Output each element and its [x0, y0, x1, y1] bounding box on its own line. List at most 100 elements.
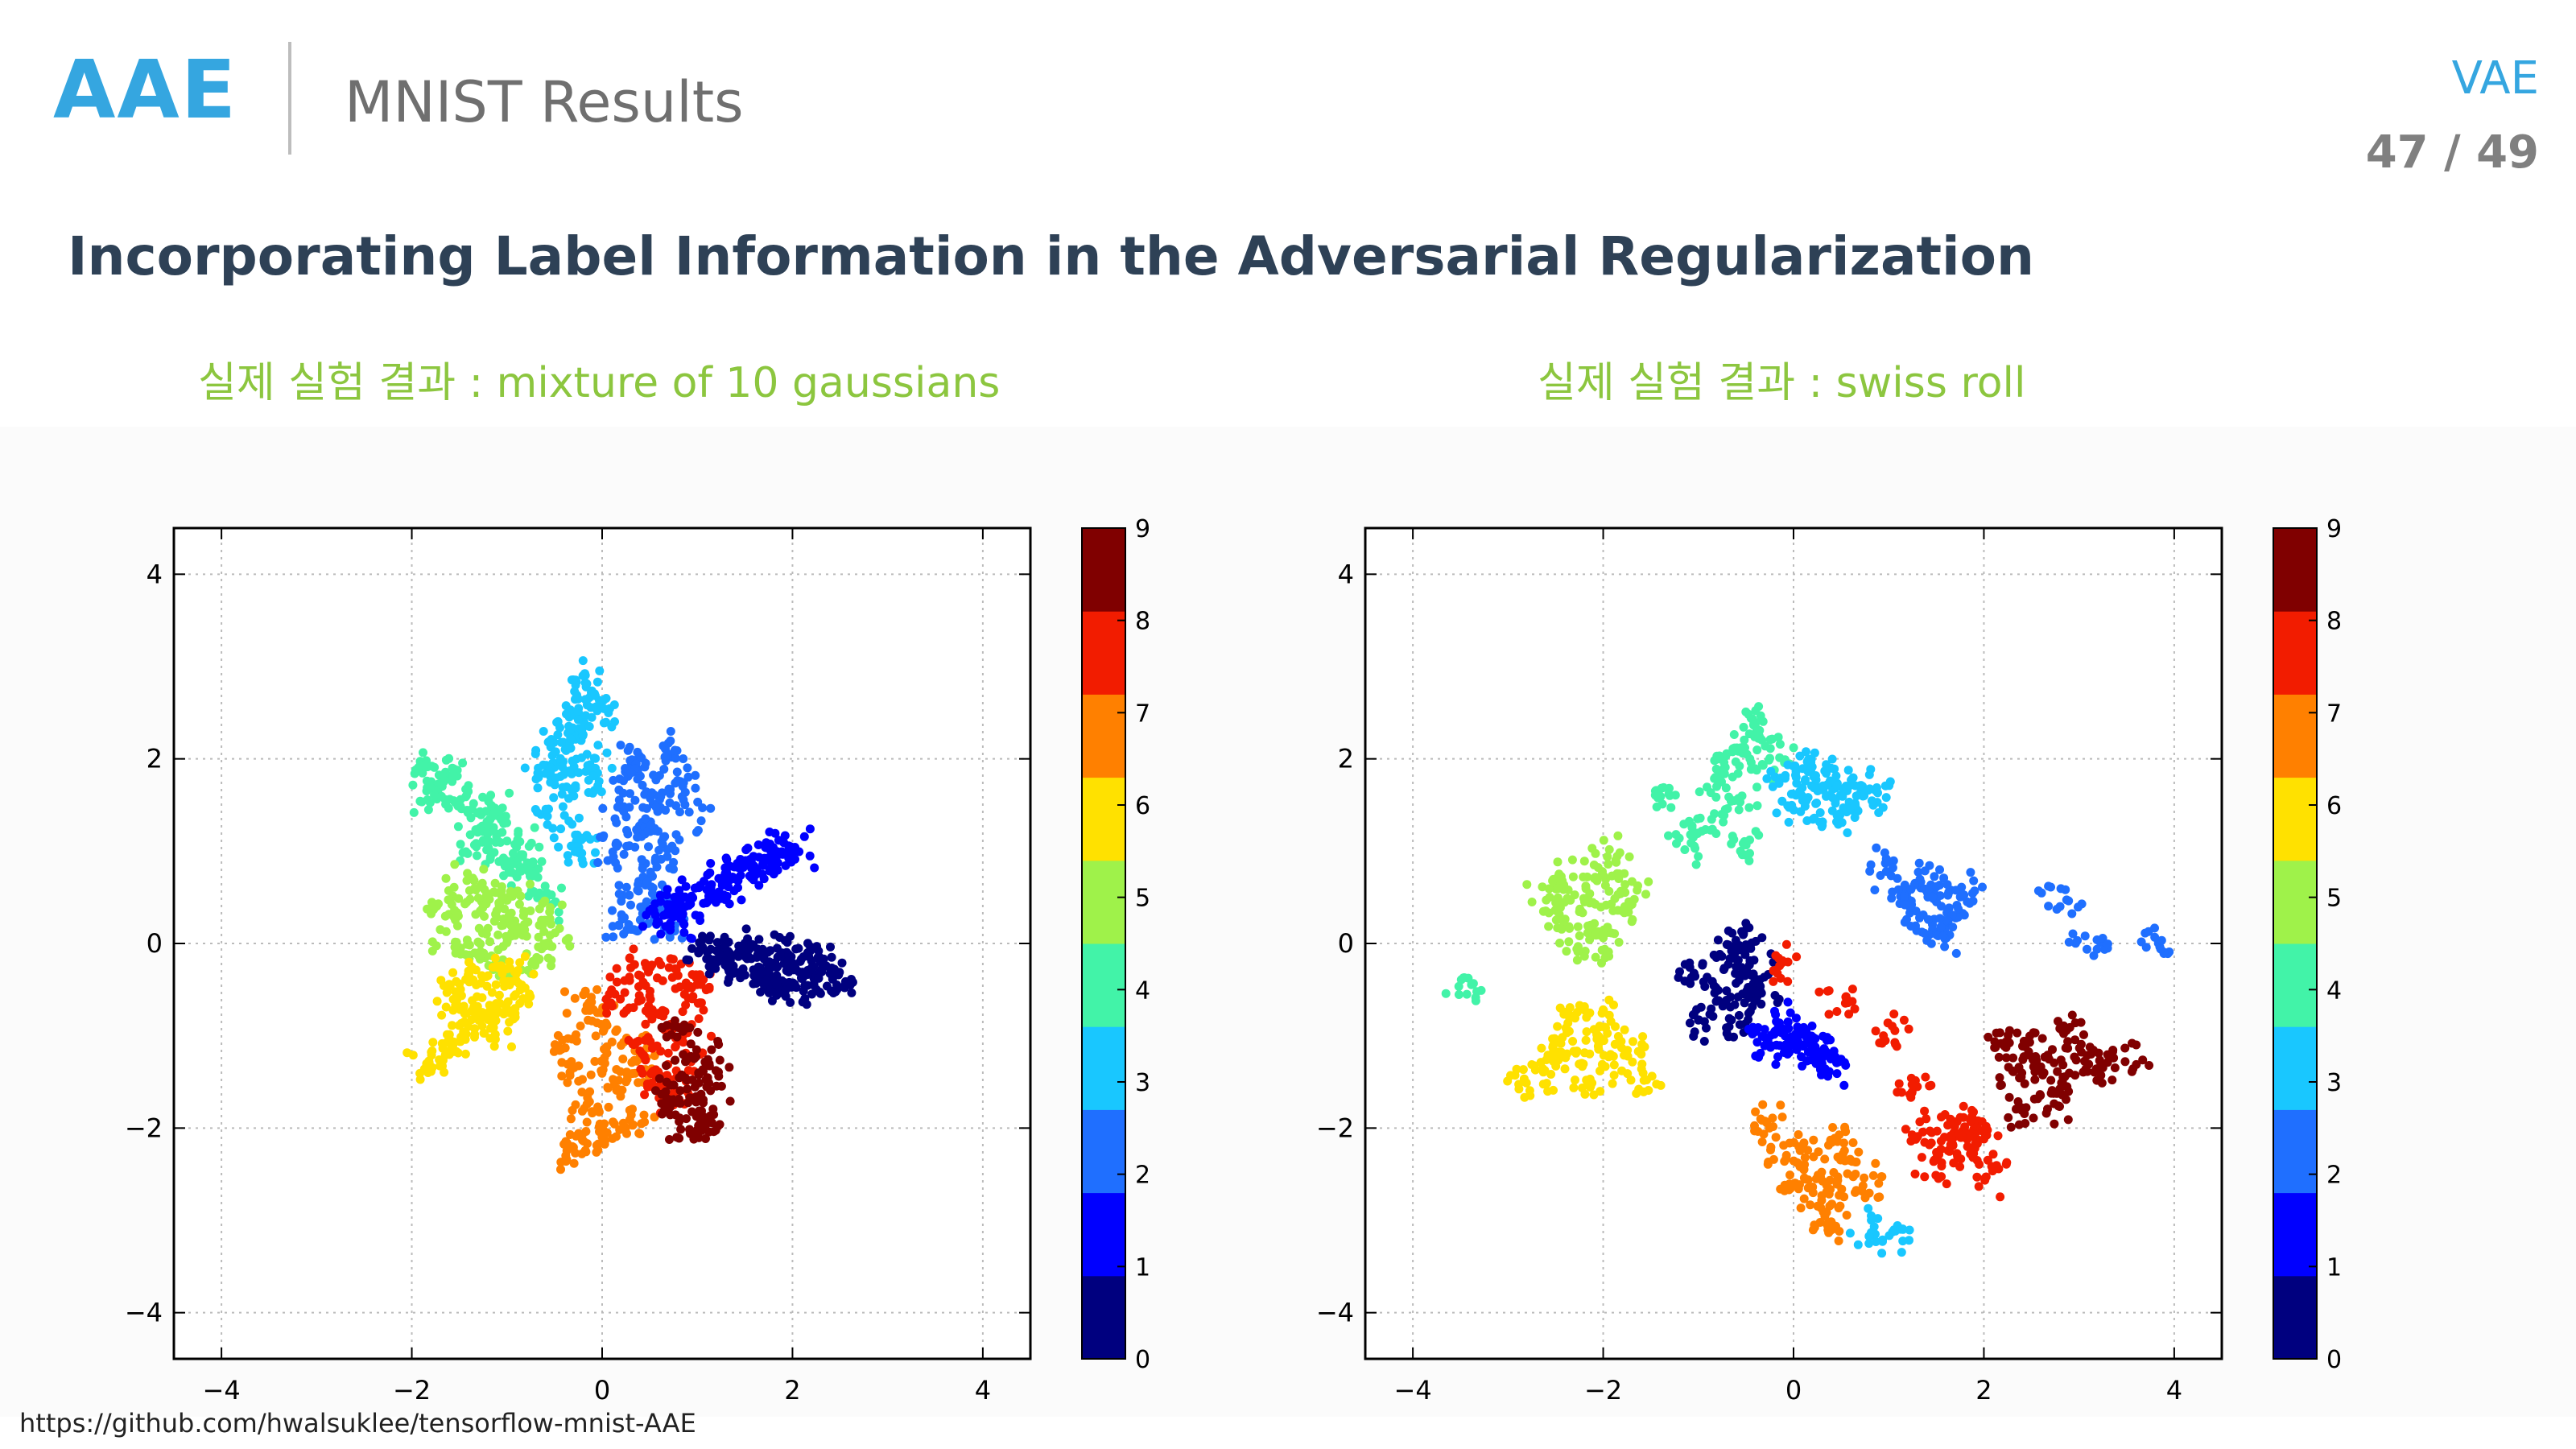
colorbar-segment — [2273, 611, 2317, 695]
data-point — [613, 977, 621, 987]
data-point — [1592, 1030, 1602, 1039]
data-point — [2084, 1059, 2094, 1069]
data-point — [427, 898, 436, 907]
data-point — [1900, 900, 1909, 910]
data-point — [1766, 1146, 1775, 1154]
data-point — [677, 911, 687, 921]
data-point — [2091, 1064, 2101, 1074]
data-point — [1898, 1236, 1908, 1246]
data-point — [528, 956, 538, 966]
data-point — [1880, 848, 1889, 857]
data-point — [1738, 839, 1748, 848]
data-point — [2092, 944, 2102, 954]
source-link[interactable]: https://github.com/hwalsuklee/tensorflow… — [19, 1408, 696, 1439]
data-point — [1946, 1133, 1956, 1143]
cluster-6 — [402, 952, 539, 1084]
data-point — [1538, 1067, 1548, 1077]
data-point — [766, 840, 775, 848]
data-point — [1965, 1131, 1975, 1141]
data-point — [1629, 894, 1639, 904]
data-point — [1644, 1086, 1653, 1095]
data-point — [1551, 915, 1561, 925]
data-point — [765, 957, 774, 967]
data-point — [1727, 796, 1736, 806]
data-point — [1959, 1101, 1968, 1111]
data-point — [803, 939, 812, 948]
data-point — [566, 724, 576, 733]
data-point — [602, 1009, 612, 1018]
data-point — [1731, 935, 1740, 945]
data-point — [689, 1052, 699, 1062]
data-point — [1741, 707, 1751, 716]
data-point — [1736, 846, 1745, 856]
data-point — [706, 803, 716, 813]
data-point — [566, 734, 576, 743]
data-point — [1707, 815, 1716, 824]
data-point — [402, 1048, 412, 1058]
data-point — [1674, 833, 1684, 843]
data-point — [636, 971, 646, 980]
x-tick-label: −4 — [203, 1375, 241, 1406]
data-point — [1824, 1009, 1834, 1019]
data-point — [1870, 886, 1880, 894]
data-point — [661, 806, 671, 815]
data-point — [665, 1135, 674, 1144]
data-point — [2041, 1108, 2051, 1118]
data-point — [683, 763, 692, 773]
data-point — [1992, 1028, 2001, 1038]
data-point — [752, 864, 762, 873]
data-point — [1799, 1173, 1809, 1183]
colorbar-label: 2 — [1135, 1162, 1150, 1190]
data-point — [631, 1038, 641, 1047]
colorbar-segment — [2273, 1026, 2317, 1110]
data-point — [2056, 1055, 2066, 1065]
colorbar-segment — [2273, 943, 2317, 1027]
data-point — [698, 975, 708, 985]
data-point — [1837, 1184, 1847, 1194]
data-point — [2029, 1113, 2038, 1123]
data-point — [1936, 922, 1946, 931]
data-point — [1791, 1013, 1801, 1023]
data-point — [1772, 808, 1781, 818]
data-point — [769, 869, 778, 879]
data-point — [1956, 1154, 1966, 1164]
data-point — [1864, 1239, 1874, 1249]
data-point — [691, 1097, 701, 1107]
data-point — [1818, 1176, 1827, 1186]
data-point — [555, 753, 565, 763]
data-point — [533, 783, 543, 793]
data-point — [667, 1030, 676, 1039]
data-point — [526, 838, 536, 848]
data-point — [694, 1068, 704, 1078]
data-point — [492, 999, 501, 1009]
data-point — [566, 1114, 576, 1124]
data-point — [466, 813, 476, 823]
data-point — [1844, 1009, 1854, 1019]
data-point — [621, 882, 631, 892]
data-point — [623, 829, 633, 839]
data-point — [1925, 884, 1934, 894]
data-point — [493, 930, 503, 939]
data-point — [539, 927, 549, 936]
data-point — [807, 963, 816, 972]
data-point — [464, 781, 473, 791]
data-point — [1907, 1130, 1917, 1140]
data-point — [694, 1078, 704, 1088]
data-point — [490, 878, 500, 888]
data-point — [704, 1059, 714, 1068]
data-point — [687, 1107, 697, 1117]
data-point — [1860, 1173, 1869, 1183]
data-point — [666, 1110, 675, 1120]
data-point — [1931, 1170, 1941, 1180]
data-point — [1827, 754, 1837, 764]
data-point — [1596, 902, 1606, 912]
data-point — [2064, 896, 2074, 906]
data-point — [609, 1119, 619, 1129]
data-point — [593, 741, 603, 750]
data-point — [619, 776, 628, 786]
data-point — [1731, 968, 1740, 978]
data-point — [2064, 937, 2074, 947]
data-point — [715, 1055, 724, 1065]
data-point — [1906, 922, 1916, 931]
data-point — [686, 933, 696, 943]
